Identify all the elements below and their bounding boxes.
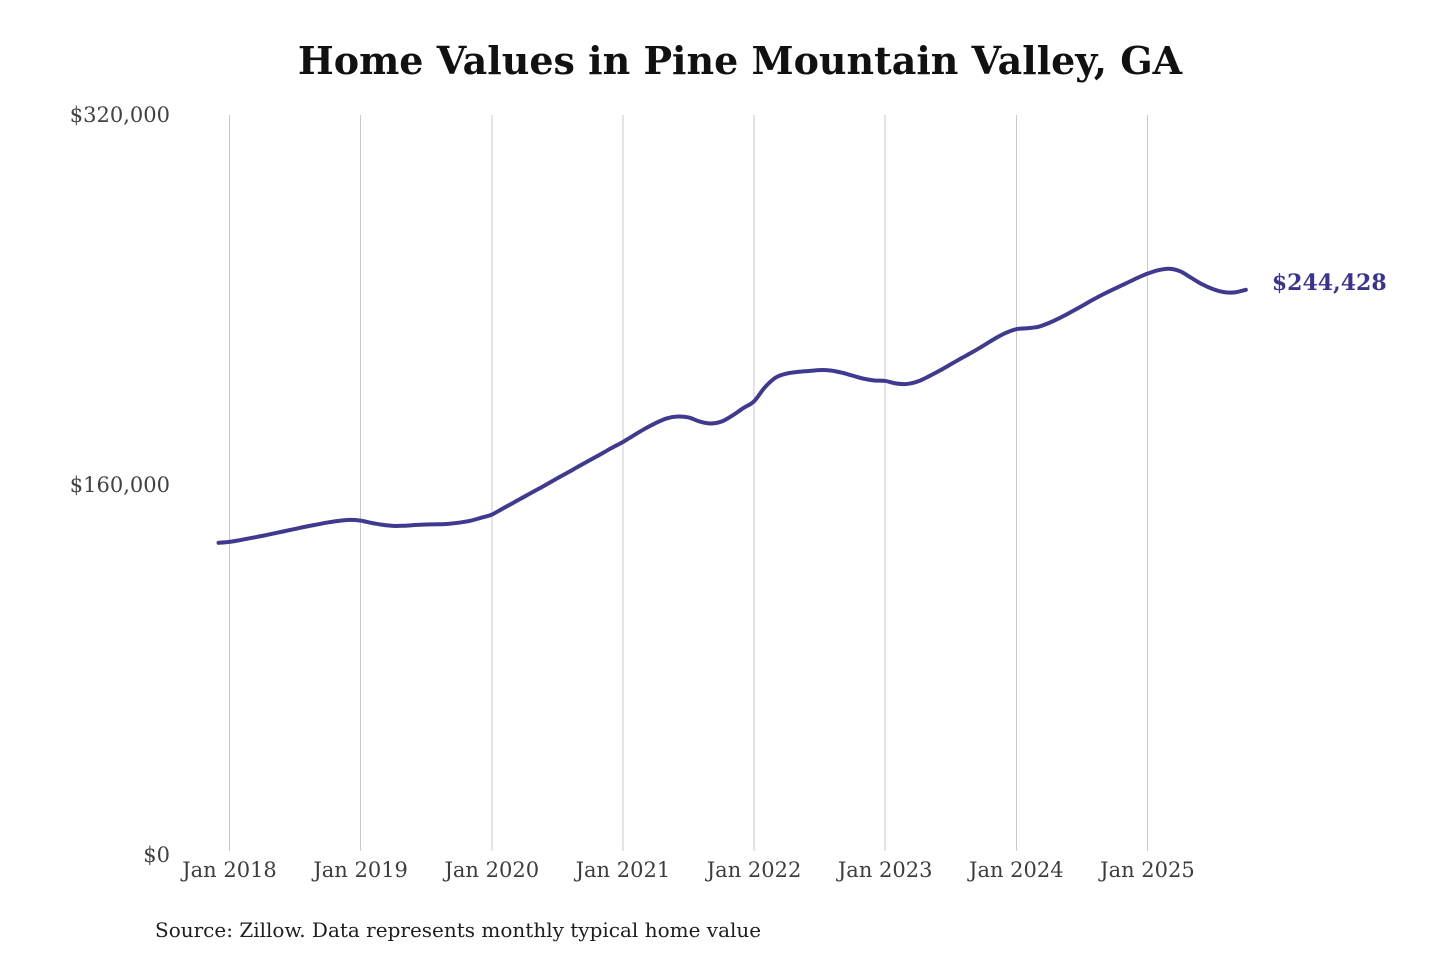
y-tick-label-320000: $320,000	[69, 103, 170, 127]
x-tick-label-2022: Jan 2022	[706, 858, 802, 882]
y-tick-label-0: $0	[143, 843, 170, 867]
x-tick-label-2025: Jan 2025	[1100, 858, 1195, 882]
y-tick-label-160000: $160,000	[69, 473, 170, 497]
x-tick-label-2018: Jan 2018	[182, 858, 277, 882]
x-tick-label-2020: Jan 2020	[444, 858, 540, 882]
x-tick-label-2024: Jan 2024	[969, 858, 1064, 882]
x-tick-label-2019: Jan 2019	[313, 858, 408, 882]
latest-value-label: $244,428	[1271, 269, 1387, 296]
x-tick-label-2023: Jan 2023	[837, 858, 933, 882]
source-note: Source: Zillow. Data represents monthly …	[155, 918, 762, 942]
home-value-line	[216, 266, 1248, 545]
x-tick-label-2021: Jan 2021	[575, 858, 671, 882]
chart-title: Home Values in Pine Mountain Valley, GA	[297, 38, 1183, 83]
